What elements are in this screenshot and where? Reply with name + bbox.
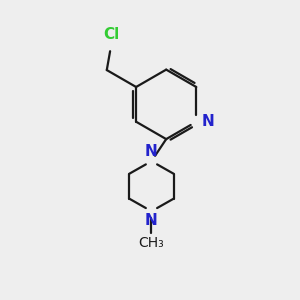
Text: N: N [145, 144, 158, 159]
Text: CH₃: CH₃ [139, 236, 164, 250]
Text: N: N [145, 213, 158, 228]
Text: N: N [202, 114, 214, 129]
Text: Cl: Cl [103, 28, 119, 43]
